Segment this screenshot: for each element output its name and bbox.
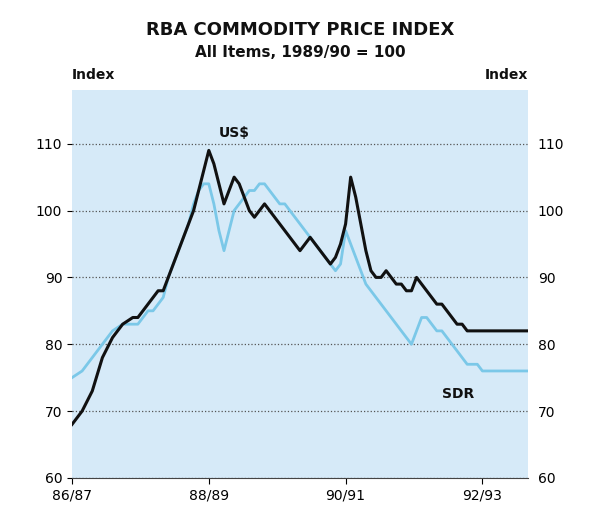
Text: US$: US$ xyxy=(219,126,250,140)
Text: All Items, 1989/90 = 100: All Items, 1989/90 = 100 xyxy=(194,45,406,60)
Text: Index: Index xyxy=(485,68,528,82)
Text: RBA COMMODITY PRICE INDEX: RBA COMMODITY PRICE INDEX xyxy=(146,21,454,39)
Text: SDR: SDR xyxy=(442,387,474,401)
Text: Index: Index xyxy=(72,68,115,82)
